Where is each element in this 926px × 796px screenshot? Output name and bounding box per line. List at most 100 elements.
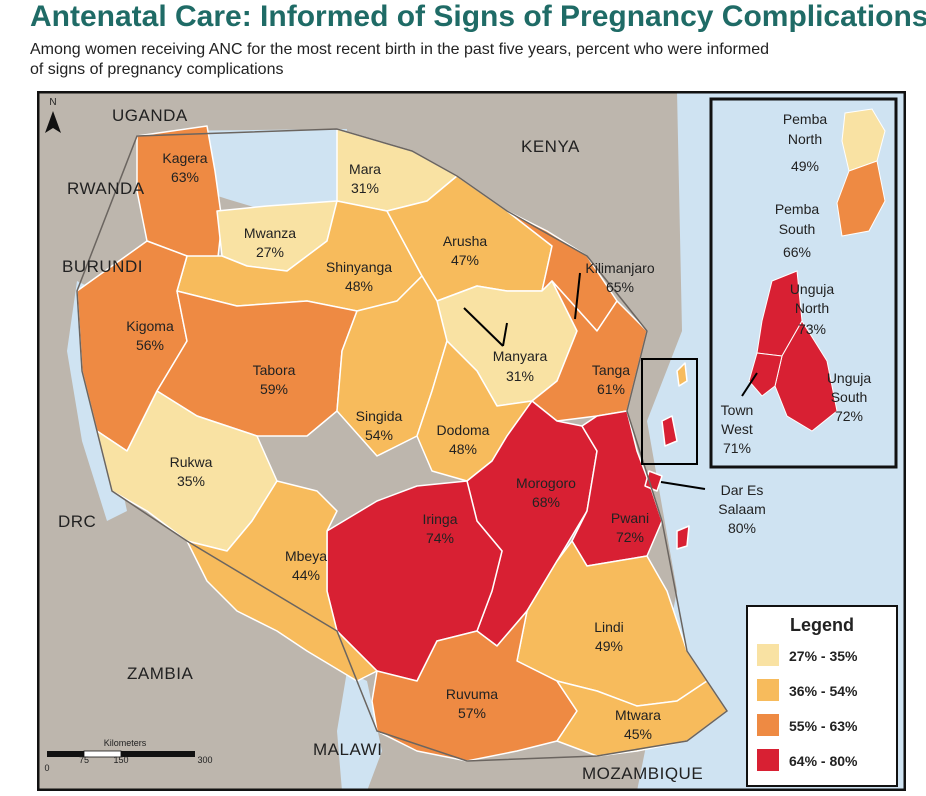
island-unguja-small	[661, 415, 678, 447]
dar-leader	[660, 481, 706, 490]
label-arusha-name: Arusha	[443, 233, 488, 249]
country-uganda: UGANDA	[112, 106, 188, 125]
legend-label-1: 27% - 35%	[789, 648, 858, 664]
map-svg: N UGANDA KENYA RWANDA BURUNDI DRC ZAMBIA…	[36, 90, 907, 792]
legend: Legend 27% - 35% 36% - 54% 55% - 63% 64%…	[746, 605, 898, 787]
label-ruvuma-name: Ruvuma	[446, 686, 498, 702]
label-iringa-value: 74%	[426, 530, 454, 546]
label-mtwara-name: Mtwara	[615, 707, 661, 723]
legend-swatch-2	[757, 679, 779, 701]
label-mwanza-name: Mwanza	[244, 225, 296, 241]
label-unguja-north-2: North	[795, 300, 829, 316]
label-pemba-north-2: North	[788, 131, 822, 147]
label-town-west-1: Town	[721, 402, 754, 418]
label-rukwa-value: 35%	[177, 473, 205, 489]
label-ruvuma-value: 57%	[458, 705, 486, 721]
label-tabora-value: 59%	[260, 381, 288, 397]
scale-tick-75: 75	[79, 755, 89, 765]
label-dar-name-2: Salaam	[718, 501, 765, 517]
label-kagera-name: Kagera	[162, 150, 207, 166]
legend-label-2: 36% - 54%	[789, 683, 858, 699]
label-mbeya-value: 44%	[292, 567, 320, 583]
legend-label-3: 55% - 63%	[789, 718, 858, 734]
tanzania-border	[76, 128, 729, 762]
map-border	[36, 90, 907, 792]
regions-layer	[76, 125, 728, 762]
label-mara-name: Mara	[349, 161, 381, 177]
label-pemba-north-value: 49%	[791, 158, 819, 174]
country-kenya: KENYA	[521, 137, 580, 156]
label-iringa-name: Iringa	[422, 511, 457, 527]
label-mara-value: 31%	[351, 180, 379, 196]
scale-tick-0: 0	[44, 763, 49, 773]
inset-labels: Pemba North 49% Pemba South 66% Unguja N…	[721, 111, 872, 456]
island-mafia	[676, 525, 690, 550]
label-mtwara-value: 45%	[624, 726, 652, 742]
north-arrow: N	[45, 97, 61, 133]
scale-seg-3	[121, 751, 195, 757]
island-pemba-small	[676, 362, 688, 387]
label-mbeya-name: Mbeya	[285, 548, 327, 564]
subtitle-line-1: Among women receiving ANC for the most r…	[30, 41, 770, 58]
town-west-leader	[741, 372, 758, 397]
inset-locator-box	[641, 358, 698, 465]
legend-label-4: 64% - 80%	[789, 753, 858, 769]
inset-panel	[709, 97, 898, 469]
label-kigoma-name: Kigoma	[126, 318, 174, 334]
country-rwanda: RWANDA	[67, 179, 145, 198]
legend-swatch-3	[757, 714, 779, 736]
label-unguja-north-1: Unguja	[790, 281, 835, 297]
manyara-leader-2	[502, 322, 508, 347]
scale-seg-1	[47, 751, 84, 757]
label-singida-name: Singida	[356, 408, 403, 424]
label-kigoma-value: 56%	[136, 337, 164, 353]
label-unguja-south-2: South	[831, 389, 868, 405]
scale-tick-150: 150	[113, 755, 128, 765]
country-zambia: ZAMBIA	[127, 664, 193, 683]
scale-title: Kilometers	[104, 738, 147, 748]
country-burundi: BURUNDI	[62, 257, 143, 276]
label-pemba-north-1: Pemba	[783, 111, 828, 127]
label-kagera-value: 63%	[171, 169, 199, 185]
label-manyara-name: Manyara	[493, 348, 548, 364]
label-tanga-name: Tanga	[592, 362, 630, 378]
label-kilimanjaro-value: 65%	[606, 279, 634, 295]
label-morogoro-value: 68%	[532, 494, 560, 510]
scale-bar: Kilometers 0 75 150 300	[44, 738, 212, 773]
label-town-west-value: 71%	[723, 440, 751, 456]
label-pemba-south-value: 66%	[783, 244, 811, 260]
manyara-leader-1	[463, 307, 504, 347]
label-dodoma-name: Dodoma	[437, 422, 490, 438]
legend-title: Legend	[790, 615, 854, 635]
region-labels: Kagera 63% Mara 31% Mwanza 27% Shinyanga…	[126, 150, 765, 742]
label-pemba-south-2: South	[779, 221, 816, 237]
inset-pemba-south[interactable]	[836, 160, 886, 237]
country-drc: DRC	[58, 512, 96, 531]
label-tanga-value: 61%	[597, 381, 625, 397]
label-dar-value: 80%	[728, 520, 756, 536]
north-label: N	[49, 97, 56, 108]
label-pemba-south-1: Pemba	[775, 201, 820, 217]
label-arusha-value: 47%	[451, 252, 479, 268]
label-shinyanga-name: Shinyanga	[326, 259, 392, 275]
inset-town-west[interactable]	[748, 352, 783, 397]
label-unguja-south-1: Unguja	[827, 370, 872, 386]
label-dodoma-value: 48%	[449, 441, 477, 457]
region-mbeya[interactable]	[186, 480, 378, 682]
label-unguja-north-value: 73%	[798, 321, 826, 337]
label-tabora-name: Tabora	[253, 362, 296, 378]
country-mozambique: MOZAMBIQUE	[582, 764, 703, 783]
label-town-west-2: West	[721, 421, 753, 437]
label-pwani-name: Pwani	[611, 510, 649, 526]
label-pwani-value: 72%	[616, 529, 644, 545]
label-unguja-south-value: 72%	[835, 408, 863, 424]
region-tabora[interactable]	[156, 290, 358, 437]
scale-tick-300: 300	[197, 755, 212, 765]
legend-swatch-1	[757, 644, 779, 666]
legend-swatch-4	[757, 749, 779, 771]
label-lindi-name: Lindi	[594, 619, 624, 635]
label-shinyanga-value: 48%	[345, 278, 373, 294]
lake-malawi	[337, 671, 382, 791]
inset-unguja-south[interactable]	[774, 320, 838, 432]
region-dar-es-salaam[interactable]	[644, 470, 663, 492]
